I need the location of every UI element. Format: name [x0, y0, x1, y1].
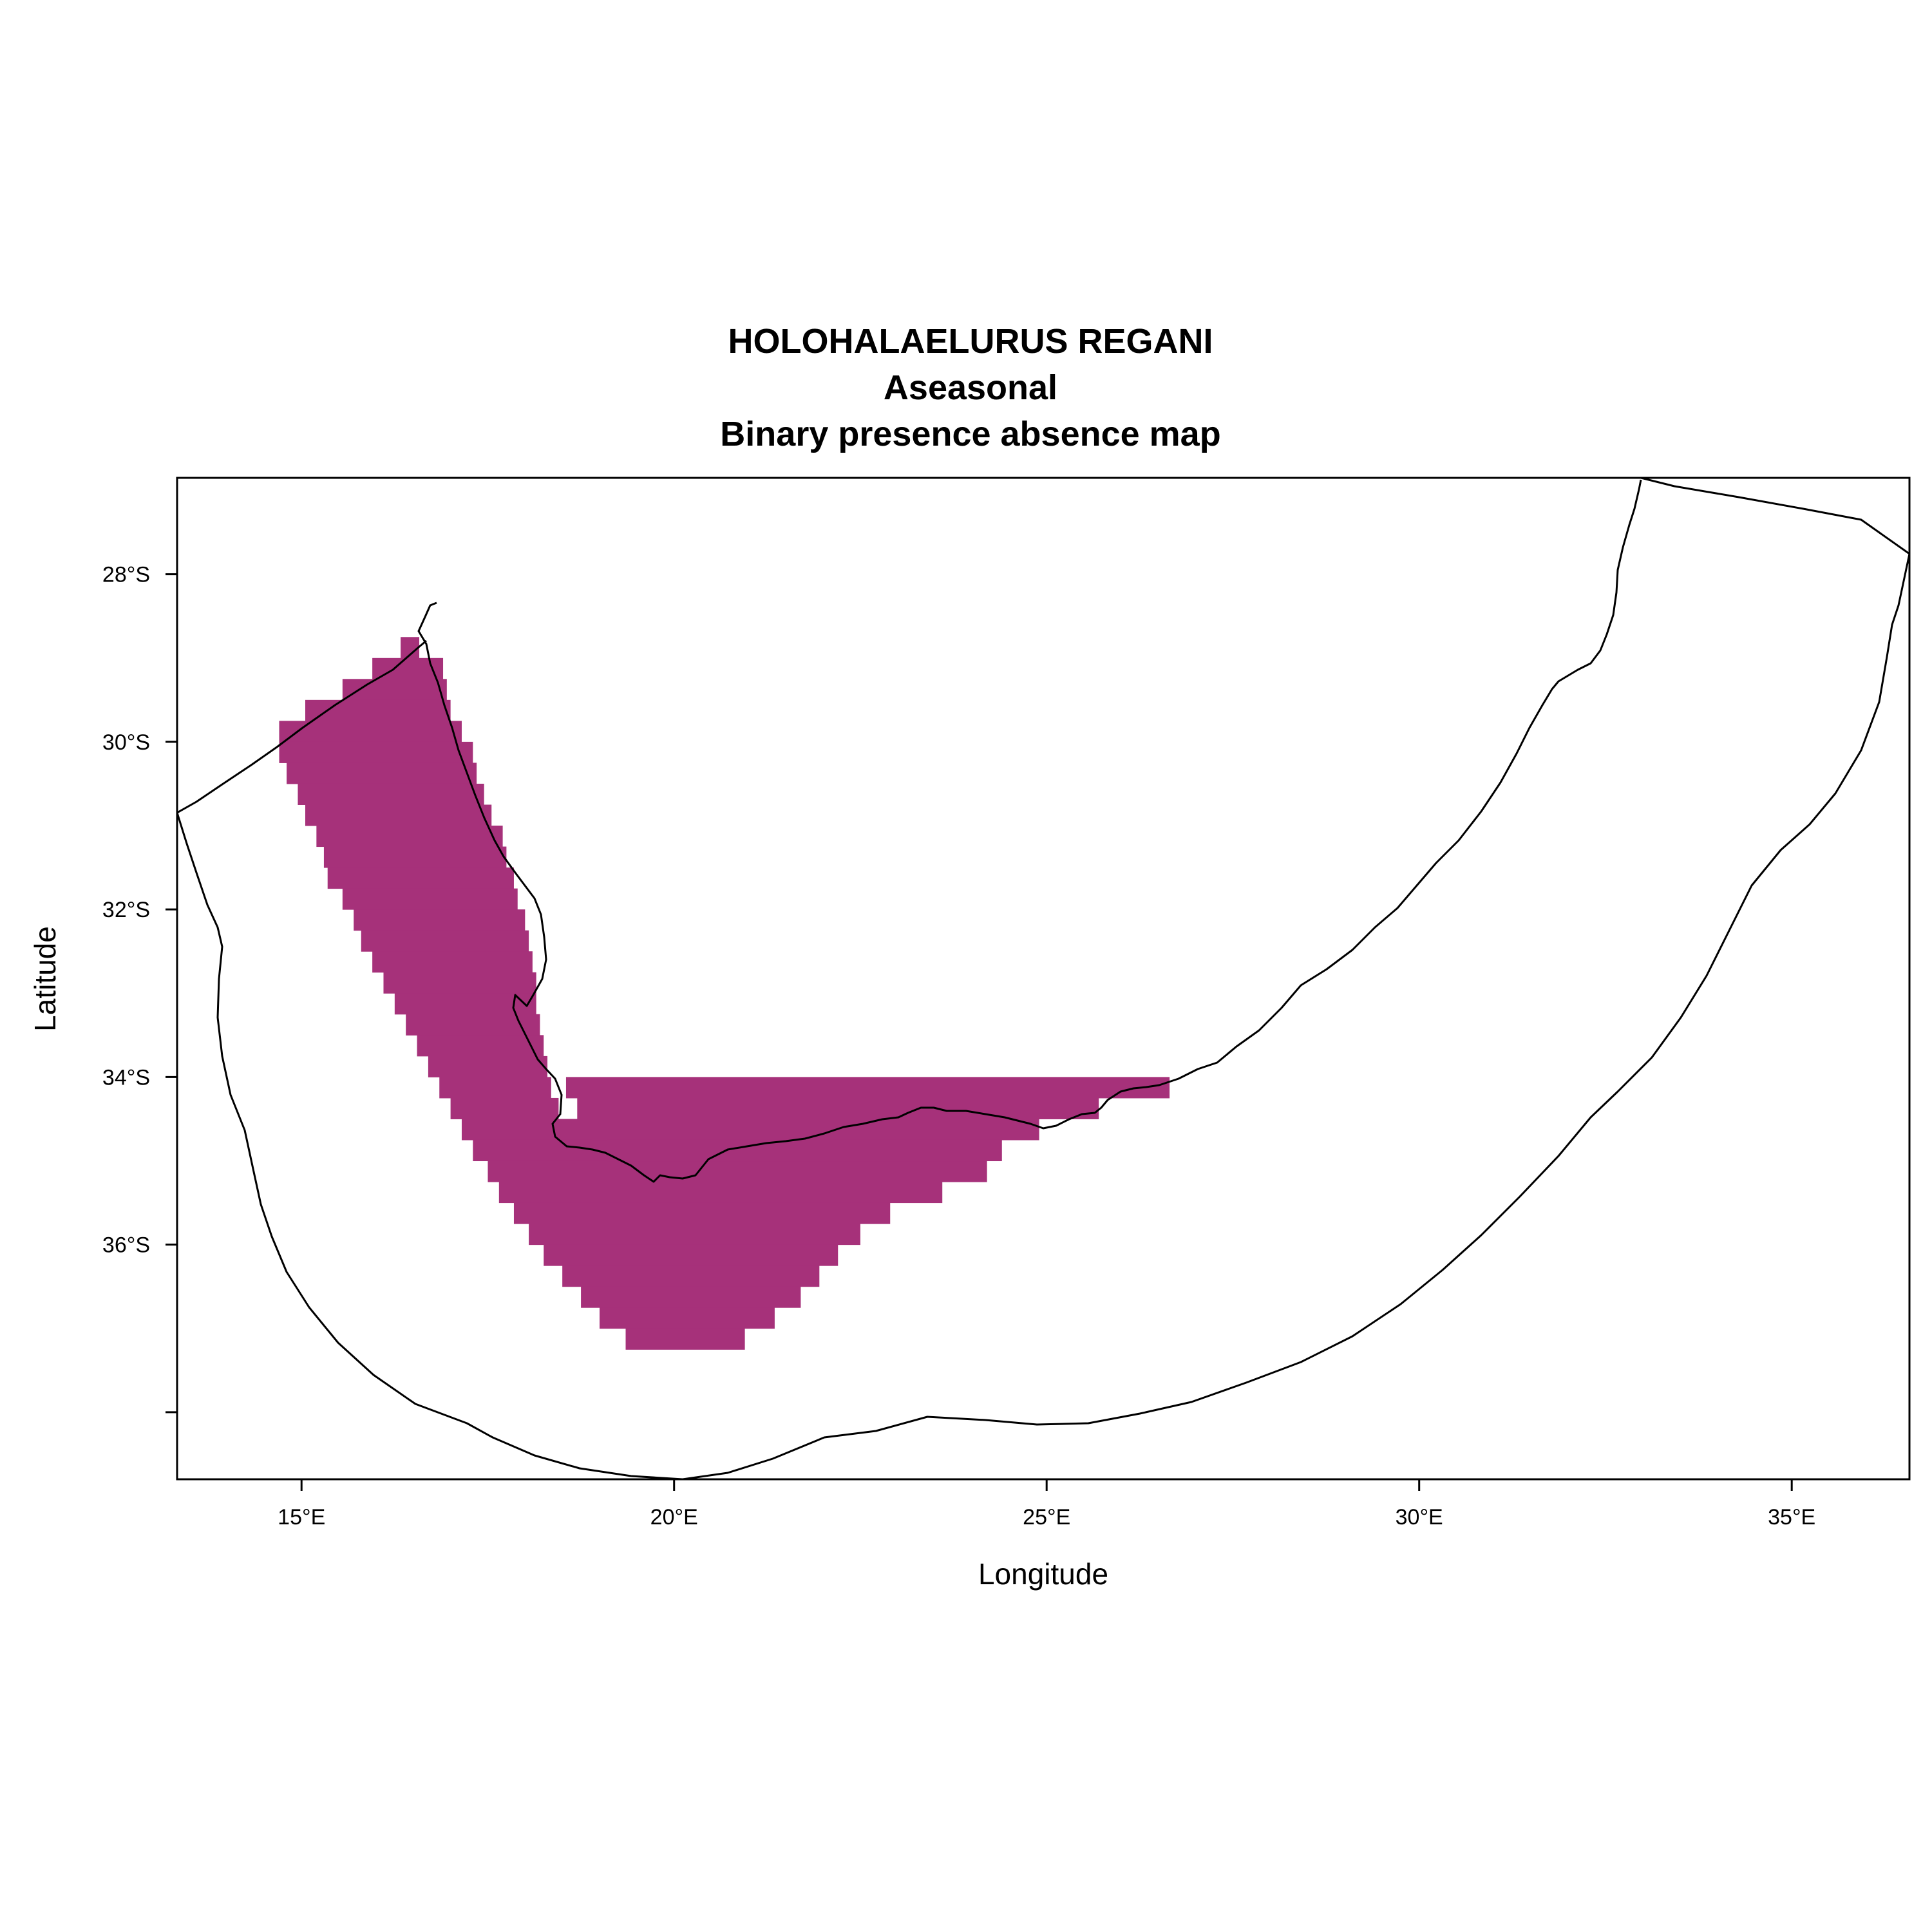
presence-cell-row [305, 804, 492, 826]
x-axis-label: Longitude [978, 1557, 1108, 1591]
presence-raster [279, 637, 1170, 1350]
presence-cell-row [592, 1119, 1039, 1141]
presence-cell-row [394, 993, 536, 1015]
map-title-type: Binary presence absence map [720, 415, 1220, 453]
map-title-species: HOLOHALAELURUS REGANI [728, 322, 1213, 361]
map-title-season: Aseasonal [884, 368, 1057, 407]
y-tick-label: 34°S [102, 1065, 150, 1090]
x-tick-label: 35°E [1768, 1505, 1815, 1530]
presence-cell-row [439, 1077, 551, 1099]
y-tick-label: 28°S [102, 563, 150, 587]
presence-cell-row [327, 867, 514, 889]
presence-cell-row [544, 1244, 838, 1266]
presence-cell-row [417, 1035, 544, 1057]
presence-cell-row [361, 930, 529, 952]
x-tick-label: 25°E [1023, 1505, 1070, 1530]
x-axis: 15°E 20°E 25°E 30°E 35°E [278, 1479, 1815, 1530]
presence-cell-row [372, 951, 533, 973]
presence-cell-row [513, 1202, 891, 1224]
presence-cell-row [461, 1119, 615, 1141]
presence-cell-row [383, 972, 536, 994]
presence-cell-row [287, 762, 477, 784]
x-tick-label: 15°E [278, 1505, 325, 1530]
map-outlines [177, 478, 1909, 1479]
presence-cell-row [625, 1328, 745, 1350]
y-axis: 28°S 30°S 32°S 34°S 36°S [102, 563, 177, 1414]
presence-cell-row [298, 783, 484, 805]
border-north [177, 639, 427, 814]
eez-boundary [177, 478, 1909, 1479]
y-tick-label: 32°S [102, 898, 150, 922]
presence-cell-row [607, 1139, 1002, 1162]
plot-frame [176, 477, 1911, 1481]
x-tick-label: 20°E [650, 1505, 698, 1530]
presence-cell-row [562, 1265, 820, 1287]
presence-cell-row [279, 741, 473, 763]
presence-cell-row [428, 1056, 548, 1077]
presence-cell-row [498, 1182, 943, 1204]
presence-cell-row [316, 826, 503, 848]
presence-cell-row [529, 1224, 860, 1245]
presence-cell-row [450, 1097, 559, 1119]
coastline [417, 479, 1642, 1183]
x-tick-label: 30°E [1396, 1505, 1443, 1530]
y-tick-label: 36°S [102, 1233, 150, 1258]
presence-cell-row [577, 1097, 1099, 1119]
presence-cell-row [279, 721, 462, 743]
presence-cell-row [305, 699, 451, 721]
presence-cell-row [342, 888, 518, 910]
presence-cell-row [565, 1077, 1170, 1099]
presence-cell-row [581, 1286, 801, 1308]
y-tick-label: 30°S [102, 730, 150, 755]
presence-cell-row [323, 846, 507, 868]
presence-cell-row [354, 909, 526, 931]
y-axis-label: Latitude [28, 926, 62, 1032]
presence-cell-row [488, 1160, 987, 1182]
presence-cell-row [600, 1307, 775, 1329]
